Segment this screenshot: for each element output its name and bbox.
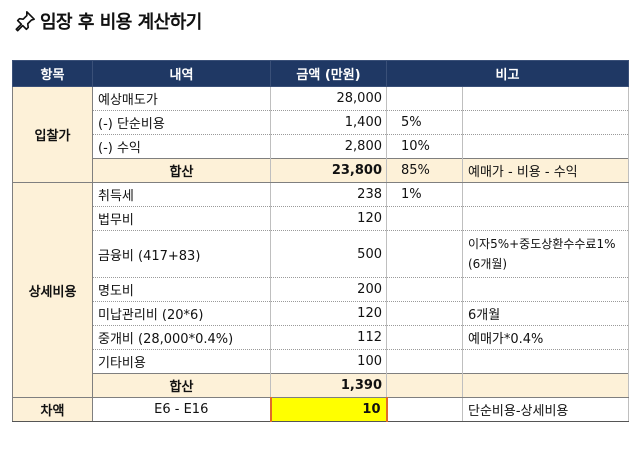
row-item: 금융비 (417+83) (92, 230, 271, 278)
row-item: 중개비 (28,000*0.4%) (92, 325, 271, 350)
header-category: 항목 (12, 60, 93, 87)
sum-label: 합산 (92, 373, 271, 398)
row-note (461, 110, 630, 135)
table-row: 법무비 120 (13, 206, 630, 231)
header-detail: 내역 (92, 60, 271, 87)
row-note (461, 349, 630, 374)
diff-amount[interactable]: 10 (269, 397, 388, 422)
row-item: 예상매도가 (92, 86, 271, 111)
cost-table: 항목 내역 금액 (만원) 비고 입찰가 예상매도가 28,000 (-) 단순… (12, 60, 630, 422)
group-label-bid: 입찰가 (12, 86, 93, 183)
row-amount: 238 (270, 182, 387, 207)
sum-amount: 1,390 (270, 373, 387, 398)
table-row: 상세비용 취득세 238 1% (12, 182, 630, 398)
bid-sum-row: 합산 23,800 85% 예매가 - 비용 - 수익 (13, 158, 630, 183)
table-row: 중개비 (28,000*0.4%) 112 예매가*0.4% (13, 325, 630, 350)
diff-percent (386, 397, 463, 422)
row-item: 기타비용 (92, 349, 271, 374)
sum-note (461, 373, 630, 398)
row-note (461, 206, 630, 231)
row-note: 6개월 (461, 301, 630, 326)
row-percent (386, 325, 463, 350)
header-amount: 금액 (만원) (270, 60, 387, 87)
table-row: 금융비 (417+83) 500 이자5%+중도상환수수료1% (6개월) (13, 230, 630, 278)
diff-row: 차액 E6 - E16 10 단순비용-상세비용 (12, 397, 630, 422)
diff-formula: E6 - E16 (92, 397, 271, 422)
sum-amount: 23,800 (270, 158, 387, 183)
row-amount: 1,400 (270, 110, 387, 135)
sum-label: 합산 (92, 158, 271, 183)
row-item: 미납관리비 (20*6) (92, 301, 271, 326)
row-amount: 120 (270, 301, 387, 326)
row-item: 명도비 (92, 277, 271, 302)
sum-percent: 85% (386, 158, 463, 183)
table-row: 기타비용 100 (13, 349, 630, 374)
row-percent: 1% (386, 182, 463, 207)
table-row: (-) 수익 2,800 10% (13, 134, 630, 159)
table-row: (-) 단순비용 1,400 5% (13, 110, 630, 135)
row-note: 예매가*0.4% (461, 325, 630, 350)
pushpin-icon (15, 11, 35, 32)
detail-sum-row: 합산 1,390 (13, 373, 630, 398)
row-percent (386, 206, 463, 231)
row-percent (386, 349, 463, 374)
page-title-text: 임장 후 비용 계산하기 (40, 12, 202, 33)
row-amount: 200 (270, 277, 387, 302)
row-note (461, 182, 630, 207)
group-label-diff: 차액 (12, 397, 93, 422)
row-item: 취득세 (92, 182, 271, 207)
row-percent (386, 277, 463, 302)
row-percent: 10% (386, 134, 463, 159)
row-note (461, 134, 630, 159)
row-note (461, 86, 630, 111)
row-item: (-) 단순비용 (92, 110, 271, 135)
page-title: 임장 후 비용 계산하기 (14, 4, 202, 38)
row-amount: 112 (270, 325, 387, 350)
row-amount: 28,000 (270, 86, 387, 111)
row-amount: 100 (270, 349, 387, 374)
row-item: 법무비 (92, 206, 271, 231)
row-percent (386, 301, 463, 326)
table-row: 미납관리비 (20*6) 120 6개월 (13, 301, 630, 326)
header-note: 비고 (385, 60, 630, 87)
sum-note: 예매가 - 비용 - 수익 (461, 158, 630, 183)
row-amount: 120 (270, 206, 387, 231)
row-amount: 500 (270, 230, 387, 278)
table-row: 명도비 200 (13, 277, 630, 302)
diff-note: 단순비용-상세비용 (461, 397, 630, 422)
group-label-detail: 상세비용 (12, 182, 93, 398)
row-percent: 5% (386, 110, 463, 135)
row-percent (386, 86, 463, 111)
sum-percent (386, 373, 463, 398)
row-item: (-) 수익 (92, 134, 271, 159)
table-row: 입찰가 예상매도가 28,000 (12, 86, 630, 183)
table-header-row: 항목 내역 금액 (만원) 비고 (12, 60, 630, 87)
row-note: 이자5%+중도상환수수료1% (6개월) (461, 230, 630, 278)
row-percent (386, 230, 463, 278)
row-note (461, 277, 630, 302)
row-amount: 2,800 (270, 134, 387, 159)
